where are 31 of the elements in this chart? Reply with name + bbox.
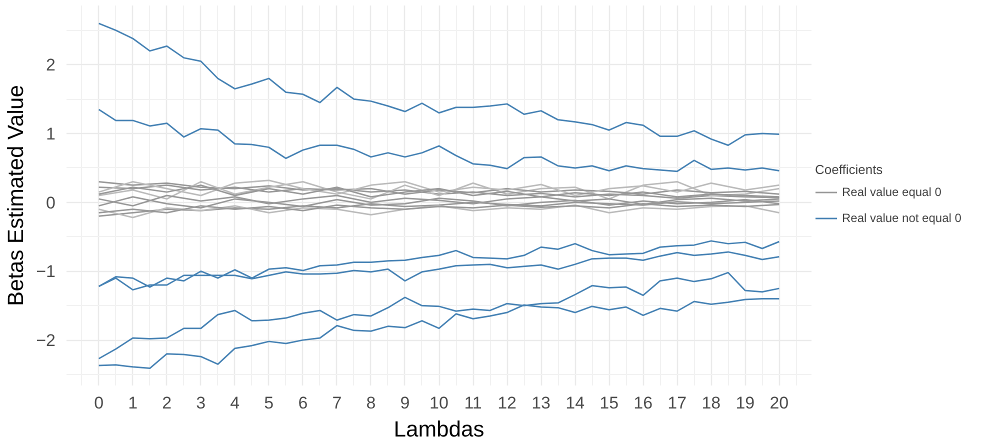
x-tick-label: 5	[264, 394, 274, 412]
x-tick-label: 16	[634, 394, 653, 412]
legend-label: Real value equal 0	[842, 185, 942, 199]
x-tick-label: 6	[298, 394, 308, 412]
x-tick-label: 10	[430, 394, 448, 412]
x-tick-label: 4	[230, 394, 240, 412]
x-tick-label: 9	[400, 394, 410, 412]
x-axis-title: Lambdas	[394, 416, 484, 442]
x-tick-label: 12	[498, 394, 517, 412]
x-tick-label: 1	[128, 394, 138, 412]
x-tick-label: 11	[464, 394, 482, 412]
x-tick-label: 3	[196, 394, 206, 412]
y-tick-label: 1	[46, 124, 56, 144]
x-tick-label: 15	[600, 394, 619, 412]
x-tick-label: 13	[532, 394, 551, 412]
legend-label: Real value not equal 0	[842, 211, 962, 225]
x-tick-label: 18	[702, 394, 721, 412]
y-tick-label: 0	[46, 193, 56, 212]
y-tick-label: −1	[36, 262, 56, 282]
x-tick-label: 14	[566, 394, 585, 412]
legend-title: Coefficients	[815, 162, 884, 177]
x-tick-label: 8	[366, 394, 376, 412]
x-tick-label: 17	[668, 394, 687, 412]
y-axis-title: Betas Estimated Value	[3, 85, 28, 306]
x-tick-label: 2	[162, 394, 172, 412]
x-tick-label: 7	[332, 394, 342, 412]
x-tick-label: 0	[94, 394, 104, 412]
y-tick-label: −2	[36, 331, 56, 350]
x-tick-label: 19	[736, 394, 755, 412]
x-tick-label: 20	[770, 394, 789, 412]
y-tick-label: 2	[46, 56, 56, 75]
